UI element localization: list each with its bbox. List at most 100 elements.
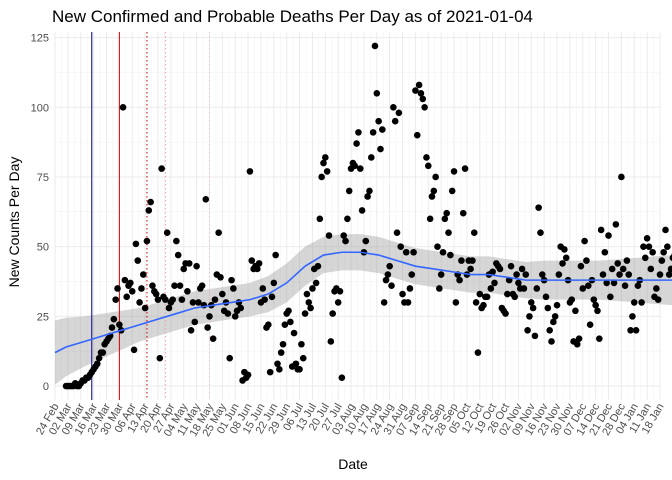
data-point xyxy=(156,354,164,362)
data-point xyxy=(586,321,594,329)
data-point xyxy=(193,262,200,270)
data-point xyxy=(607,293,614,301)
data-point xyxy=(504,290,511,298)
data-point xyxy=(176,282,184,289)
data-point xyxy=(95,354,103,362)
data-point xyxy=(513,271,520,278)
data-point xyxy=(575,335,583,342)
data-point xyxy=(562,254,570,262)
data-point xyxy=(165,304,173,312)
data-point xyxy=(145,207,153,214)
data-point xyxy=(551,313,559,320)
data-point xyxy=(537,229,544,237)
data-point xyxy=(191,318,199,326)
data-point xyxy=(110,315,118,323)
data-point xyxy=(377,145,384,153)
data-point xyxy=(430,187,438,195)
data-point xyxy=(373,90,381,97)
data-point xyxy=(470,229,478,237)
data-point xyxy=(426,215,434,223)
data-point xyxy=(423,154,430,161)
data-point xyxy=(384,271,392,278)
data-point xyxy=(572,307,579,315)
y-tick-label: 0 xyxy=(43,381,49,393)
data-point xyxy=(535,204,542,211)
data-point xyxy=(299,354,307,362)
data-point xyxy=(428,193,436,200)
data-point xyxy=(412,87,419,94)
data-point xyxy=(432,173,439,181)
data-point xyxy=(147,198,154,206)
data-point xyxy=(658,257,666,264)
data-point xyxy=(480,301,487,309)
data-point xyxy=(325,232,333,239)
data-point xyxy=(248,257,256,264)
data-point xyxy=(653,285,660,292)
data-point xyxy=(450,168,458,175)
data-point xyxy=(338,374,346,381)
data-point xyxy=(502,310,509,317)
data-point xyxy=(202,195,210,203)
data-point xyxy=(154,296,162,303)
data-point xyxy=(402,248,410,256)
data-point xyxy=(322,154,329,161)
data-point xyxy=(334,299,342,306)
data-point xyxy=(268,293,276,301)
data-point xyxy=(419,95,427,103)
data-point xyxy=(285,307,292,315)
data-point xyxy=(654,296,662,303)
data-point xyxy=(643,235,651,242)
data-point xyxy=(550,318,557,326)
data-point xyxy=(664,243,671,250)
data-point xyxy=(647,265,655,273)
data-point xyxy=(597,226,605,234)
data-point xyxy=(276,366,283,373)
data-point xyxy=(605,232,612,239)
points-layer xyxy=(62,42,672,390)
data-point xyxy=(610,279,618,287)
data-point xyxy=(601,248,609,256)
data-point xyxy=(367,154,375,161)
data-point xyxy=(583,257,590,264)
data-point xyxy=(136,299,143,306)
data-point xyxy=(474,349,482,356)
data-point xyxy=(645,243,653,250)
data-point xyxy=(634,282,642,289)
data-point xyxy=(246,168,254,175)
data-point xyxy=(539,271,546,278)
data-point xyxy=(152,290,160,298)
data-point xyxy=(327,338,335,345)
data-point xyxy=(660,248,667,256)
data-point xyxy=(224,310,232,317)
data-point xyxy=(309,285,316,292)
data-point xyxy=(114,285,121,292)
data-point xyxy=(382,276,390,284)
data-point xyxy=(507,262,515,270)
data-point xyxy=(380,299,388,306)
data-point xyxy=(305,299,313,306)
data-point xyxy=(424,162,432,170)
data-point xyxy=(259,285,267,292)
data-point xyxy=(301,310,309,317)
data-point xyxy=(662,226,669,234)
smooth-line-layer xyxy=(54,251,672,354)
data-point xyxy=(452,299,460,306)
data-point xyxy=(524,327,531,334)
data-point xyxy=(487,285,495,292)
data-point xyxy=(134,257,142,264)
data-point xyxy=(244,371,252,379)
data-point xyxy=(255,260,263,267)
data-point xyxy=(173,237,180,245)
data-point xyxy=(230,285,237,292)
data-point xyxy=(355,129,362,136)
data-point xyxy=(353,140,360,147)
data-point xyxy=(123,293,131,301)
data-point xyxy=(415,81,423,89)
data-point xyxy=(612,221,620,228)
data-point xyxy=(579,285,587,292)
data-point xyxy=(548,338,555,345)
data-point xyxy=(320,159,327,167)
data-point xyxy=(448,187,456,195)
